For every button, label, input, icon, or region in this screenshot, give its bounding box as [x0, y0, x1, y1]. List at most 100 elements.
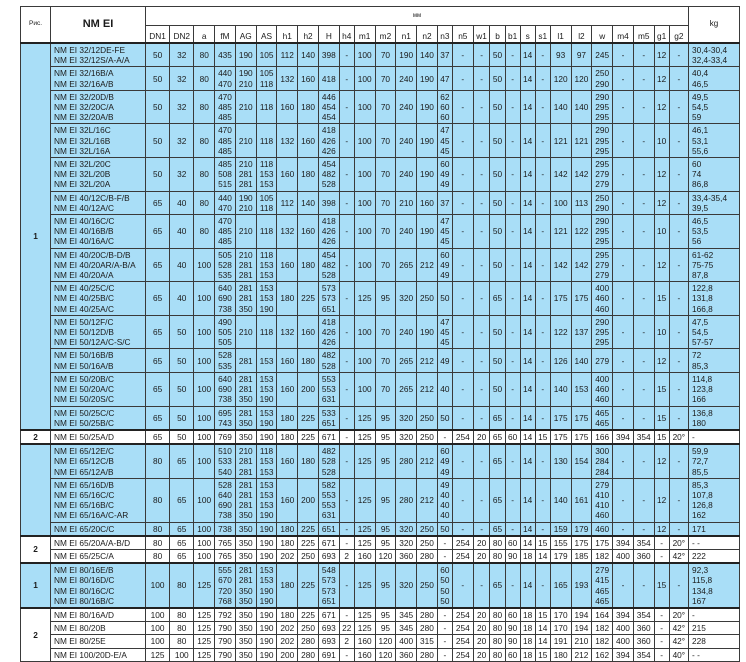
dimension-cell-s1: 14 — [534, 621, 551, 636]
dimension-cell-g2: 40° — [668, 647, 690, 662]
dimension-cell-b1: 60 — [504, 534, 521, 550]
dimension-cell-a: 80 — [193, 89, 216, 125]
table-row: NM EI 50/20B/C NM EI 50/20A/C NM EI 50/2… — [21, 371, 740, 407]
dimension-cell-h2: 225 — [297, 562, 319, 609]
dimension-cell-m5: - — [632, 66, 655, 91]
dimension-cell-n5: 254 — [451, 428, 474, 445]
dimension-cell-b: 50 — [489, 190, 506, 216]
dimension-cell-w1: 20 — [472, 647, 491, 662]
dimension-cell-n5: - — [451, 42, 474, 68]
dimension-cell-as: 153 153 190 — [255, 281, 278, 316]
dimension-cell-b: 65 — [489, 562, 506, 609]
dimension-cell-m5: - — [632, 443, 655, 479]
dimension-cell-h2: 280 — [297, 634, 319, 649]
dimension-cell-s1: 15 — [534, 428, 551, 445]
dimension-cell-n5: 254 — [451, 647, 474, 662]
dimension-cell-m5: 360 — [632, 621, 655, 636]
dimension-cell-a: 100 — [193, 405, 216, 431]
dimension-cell-h: 693 — [317, 621, 340, 636]
dimension-cell-l1: 121 — [549, 214, 572, 249]
dimension-cell-s1: - — [534, 314, 551, 350]
dimension-cell-h: 398 — [317, 190, 340, 216]
dimension-cell-w1: - — [472, 157, 491, 192]
model-cell: NM EI 80/25E — [50, 634, 146, 649]
dimension-cell-h4: - — [338, 428, 355, 445]
dimension-cell-s1: 15 — [534, 606, 551, 623]
table-row: NM EI 40/25C/C NM EI 40/25B/C NM EI 40/2… — [21, 281, 740, 316]
dimension-cell-g1: 12 — [653, 348, 670, 373]
dimension-cell-m5: - — [632, 314, 655, 350]
dimension-cell-ag: 210 — [234, 89, 257, 125]
dimension-cell-m4: - — [612, 281, 634, 316]
dimension-cell-l2: 161 — [570, 477, 593, 523]
dimension-cell-h1: 180 — [276, 534, 299, 550]
dimension-cell-l1: 175 — [549, 405, 572, 431]
dimension-cell-n2: 212 — [416, 247, 438, 283]
dimension-cell-as: 153 — [255, 348, 278, 373]
dimension-cell-dn2: 50 — [169, 405, 195, 431]
dimension-cell-fm: 765 — [214, 548, 236, 564]
dimension-cell-fm: 528 535 — [214, 348, 236, 373]
dimension-cell-m2: 95 — [374, 477, 397, 523]
dimension-cell-l2: 175 — [570, 405, 593, 431]
dimension-cell-m4: - — [612, 89, 634, 125]
dimension-cell-m1: 125 — [353, 606, 376, 623]
weight-cell: 222 — [688, 548, 740, 564]
weight-cell: 47,5 54,5 57-57 — [688, 314, 740, 350]
dimension-cell-fm: 510 533 540 — [214, 443, 236, 479]
dimension-cell-n5: - — [451, 214, 474, 249]
dimension-cell-m2: 95 — [374, 562, 397, 609]
dimension-cell-h1: 160 — [276, 89, 299, 125]
dimension-cell-as: 190 — [255, 428, 278, 445]
dimension-cell-g2: - — [668, 89, 690, 125]
dimension-cell-h2: 225 — [297, 405, 319, 431]
table-row: NM EI 32/16B/A NM EI 32/16A/B 50 32 80 440 4… — [21, 66, 740, 91]
dimension-cell-w: 250 290 — [591, 66, 614, 91]
dimension-cell-h: 693 — [317, 548, 340, 564]
dimension-cell-b1: - — [504, 157, 521, 192]
dimension-cell-fm: 435 — [214, 42, 236, 68]
dimension-cell-g2: - — [668, 314, 690, 350]
dimension-cell-dn1: 125 — [144, 647, 171, 662]
dimension-cell-s1: - — [534, 42, 551, 68]
dimension-cell-m4: - — [612, 123, 634, 159]
dimension-cell-b: 50 — [489, 314, 506, 350]
dimension-cell-n2: 280 — [416, 548, 438, 564]
dimension-cell-w1: - — [472, 314, 491, 350]
dimension-cell-h1: 132 — [276, 66, 299, 91]
dimension-cell-n2: 250 — [416, 428, 438, 445]
dimension-cell-h: 454 482 528 — [317, 157, 340, 192]
dimension-cell-g1: - — [653, 548, 670, 564]
dimension-cell-l1: 140 — [549, 477, 572, 523]
model-cell: NM EI 80/16A/D — [50, 606, 146, 623]
dimension-cell-a: 125 — [193, 634, 216, 649]
dimension-cell-g1: 12 — [653, 247, 670, 283]
table-row: 2 NM EI 80/16A/D 100 80 125 792 350 190 180 225 67… — [20, 606, 740, 662]
fig-number-cell: 1 — [20, 42, 51, 431]
weight-cell: 122,8 131,8 166,8 — [688, 281, 740, 316]
dimension-cell-w1: - — [472, 89, 491, 125]
dimension-cell-as: 118 — [255, 214, 278, 249]
dimension-cell-m5: 354 — [632, 428, 655, 445]
dimension-cell-fm: 640 690 738 — [214, 281, 236, 316]
dimension-cell-a: 100 — [193, 281, 216, 316]
dimension-cell-l2: 194 — [570, 621, 593, 636]
dimension-cell-as: 118 153 153 — [255, 247, 278, 283]
dimension-cell-s: 14 — [519, 157, 536, 192]
dimension-cell-l1: 175 — [549, 281, 572, 316]
model-cell: NM EI 40/16C/C NM EI 40/16B/B NM EI 40/1… — [50, 214, 146, 249]
dimension-cell-g1: 15 — [653, 562, 670, 609]
dimension-cell-fm: 555 670 720 768 — [214, 562, 236, 609]
dimension-cell-m5: - — [632, 123, 655, 159]
dimension-cell-l1: 122 — [549, 314, 572, 350]
dimension-cell-dn2: 65 — [169, 521, 195, 537]
dimension-cell-as: 118 153 153 — [255, 443, 278, 479]
dimension-cell-n1: 360 — [395, 647, 418, 662]
dimension-cell-as: 190 — [255, 606, 278, 623]
dimension-cell-g2: - — [668, 66, 690, 91]
dimension-cell-b1: - — [504, 66, 521, 91]
dimension-cell-n3: 49 — [436, 348, 453, 373]
dimension-cell-ag: 281 281 350 — [234, 281, 257, 316]
dimension-cell-dn1: 100 — [144, 621, 171, 636]
dimension-cell-dn1: 100 — [144, 562, 171, 609]
